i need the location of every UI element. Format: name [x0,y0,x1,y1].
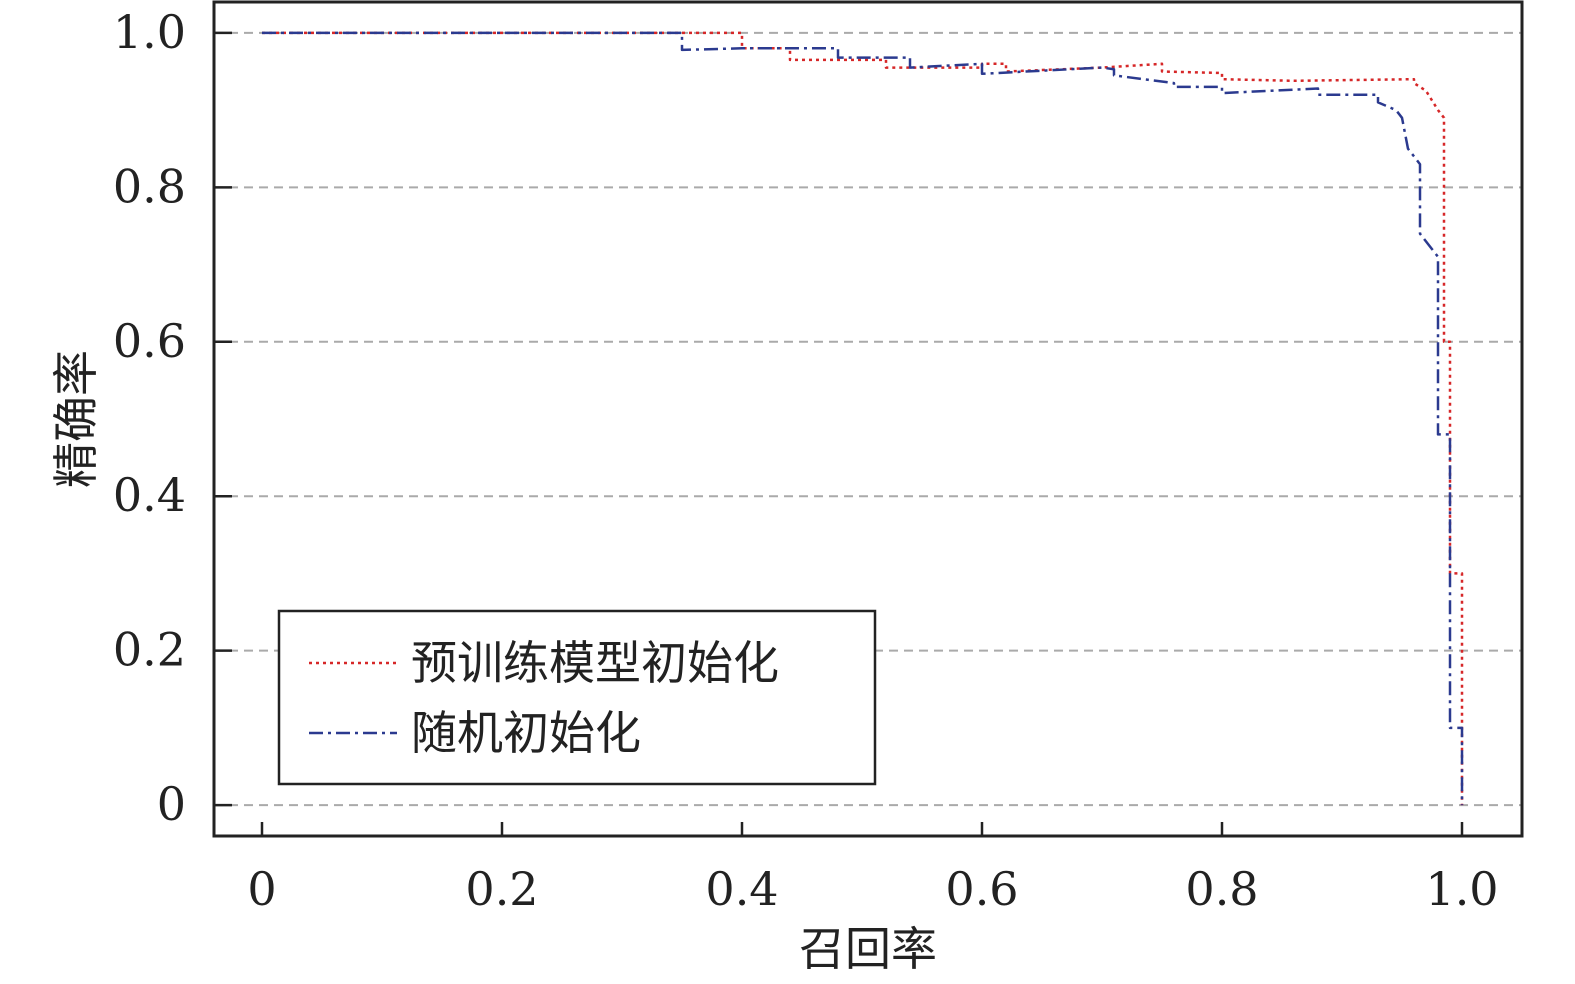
x-tick-label-3: 0.6 [945,862,1018,916]
series-line-0 [262,31,1464,806]
x-tick-label-2: 0.4 [705,862,778,916]
y-tick-label-0: 0 [157,777,186,831]
y-tick-label-3: 0.6 [113,314,186,368]
x-tick-label-4: 0.8 [1185,862,1258,916]
series-layer [262,31,1464,806]
plot-frame [212,0,1524,838]
x-tick-label-5: 1.0 [1425,862,1498,916]
legend-label-pretrained: 预训练模型初始化 [411,636,779,690]
x-tick-label-1: 0.2 [465,862,538,916]
y-tick-label-1: 0.2 [113,623,186,677]
y-tick-label-5: 1.0 [113,5,186,59]
y-tick-label-2: 0.4 [113,468,186,522]
y-tick-label-4: 0.8 [113,159,186,213]
y-axis-title: 精确率 [49,350,103,488]
ticks-layer: 0 0.2 0.4 0.6 0.8 1.0 0 0.2 0.4 0.6 0.8 1.0 [113,5,1499,916]
legend-box [277,609,877,786]
legend-label-random: 随机初始化 [411,706,641,760]
x-axis-title: 召回率 [799,922,937,976]
legend: 预训练模型初始化 随机初始化 [277,609,877,786]
x-tick-label-0: 0 [247,862,276,916]
